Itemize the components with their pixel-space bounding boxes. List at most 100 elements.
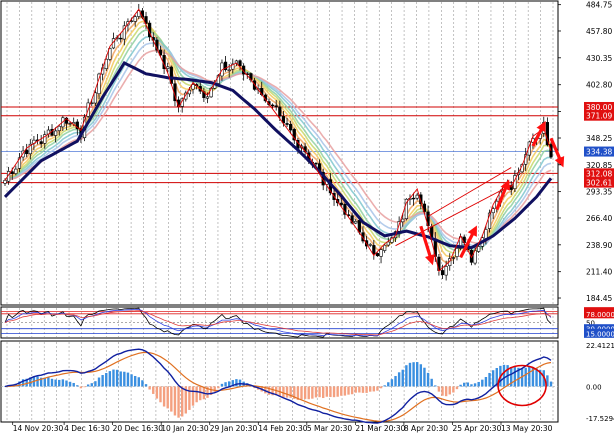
- macd-histogram-bar: [264, 386, 267, 394]
- macd-histogram-bar: [517, 367, 520, 387]
- macd-histogram-bar: [455, 386, 459, 390]
- candle-body: [10, 171, 14, 174]
- macd-histogram-bar: [538, 369, 542, 387]
- candle-body: [166, 66, 170, 69]
- macd-histogram-bar: [296, 386, 300, 400]
- macd-histogram-bar: [444, 386, 448, 397]
- candle-body: [455, 248, 459, 257]
- candle-body: [270, 104, 275, 107]
- candle-body: [57, 125, 61, 131]
- macd-histogram-bar: [452, 386, 455, 393]
- macd-histogram-bar: [65, 380, 68, 387]
- candle-body: [17, 157, 22, 169]
- macd-histogram-bar: [441, 386, 444, 396]
- macd-histogram-bar: [162, 386, 166, 407]
- macd-histogram-bar: [61, 379, 65, 387]
- macd-histogram-bar: [152, 386, 155, 394]
- candle-body: [144, 16, 148, 24]
- macd-tick-label: 22.4121: [586, 342, 614, 350]
- macd-histogram-bar: [112, 369, 115, 387]
- macd-histogram-bar: [137, 377, 140, 387]
- candle-body: [184, 92, 188, 100]
- macd-histogram-bar: [126, 372, 130, 387]
- candle-body: [339, 202, 343, 206]
- candle-body: [357, 220, 361, 233]
- candle-body: [411, 197, 416, 200]
- macd-histogram-bar: [25, 378, 28, 387]
- macd-histogram-bar: [473, 383, 477, 387]
- candle-body: [39, 141, 43, 144]
- macd-histogram-bar: [285, 386, 289, 398]
- macd-histogram-bar: [379, 386, 383, 389]
- macd-histogram-bar: [426, 372, 430, 387]
- time-label: 14 Nov 20:30: [13, 424, 64, 433]
- rsi-level-badge: [584, 309, 614, 319]
- candle-body: [289, 123, 293, 131]
- candle-body: [205, 96, 210, 99]
- macd-histogram-bar: [199, 386, 202, 401]
- price-tick-label: 320.85: [586, 161, 612, 170]
- macd-histogram-bar: [148, 386, 151, 390]
- macd-histogram-bar: [184, 386, 187, 414]
- macd-histogram-bar: [224, 382, 227, 387]
- macd-histogram-bar: [289, 386, 292, 398]
- channel-line: [427, 167, 512, 217]
- macd-histogram-bar: [217, 386, 220, 389]
- macd-histogram-bar: [105, 373, 108, 387]
- macd-histogram-bar: [405, 365, 408, 387]
- macd-histogram-bar: [416, 362, 419, 387]
- candle-body: [401, 218, 405, 223]
- macd-histogram-bar: [220, 383, 224, 387]
- macd-histogram-bar: [300, 386, 303, 400]
- macd-histogram-bar: [354, 386, 357, 393]
- macd-histogram-bar: [68, 381, 72, 387]
- level-badge: [584, 110, 614, 121]
- price-tick-label: 293.35: [586, 188, 612, 197]
- macd-histogram-bar: [481, 379, 484, 387]
- candle-body: [238, 60, 242, 67]
- macd-histogram-bar: [318, 386, 321, 398]
- macd-histogram-bar: [459, 384, 462, 387]
- candle-body: [361, 232, 365, 242]
- trend-arrow: [495, 179, 511, 211]
- rsi-tick-label: 78.0000: [586, 311, 614, 319]
- macd-histogram-bar: [546, 375, 549, 387]
- macd-histogram-bar: [79, 386, 83, 389]
- candle-body: [314, 162, 318, 165]
- channel-line: [395, 184, 512, 247]
- candle-body: [484, 229, 488, 239]
- rsi-line: [4, 308, 552, 337]
- macd-histogram-bar: [531, 366, 535, 387]
- level-badge-label: 371.09: [586, 112, 612, 121]
- macd-histogram-bar: [423, 367, 426, 387]
- macd-histogram-bar: [54, 379, 57, 387]
- candle-body: [451, 257, 455, 259]
- candle-body: [137, 10, 141, 17]
- candle-body: [119, 37, 123, 40]
- macd-histogram-bar: [18, 381, 21, 387]
- macd-histogram-bar: [123, 371, 126, 387]
- time-label: 5 Mar 20:30: [307, 424, 353, 433]
- macd-histogram-bar: [369, 386, 372, 392]
- candle-body: [187, 89, 192, 95]
- macd-histogram-bar: [513, 367, 517, 387]
- macd-histogram-bar: [343, 386, 347, 396]
- candle-body: [386, 241, 390, 246]
- macd-histogram-bar: [528, 366, 531, 387]
- candle-body: [368, 244, 372, 246]
- macd-histogram-bar: [50, 378, 54, 387]
- zigzag-line: [4, 8, 552, 272]
- macd-histogram-bar: [173, 386, 177, 416]
- macd-histogram-bar: [321, 386, 325, 399]
- candle-body: [28, 143, 32, 155]
- macd-histogram-bar: [282, 386, 285, 398]
- candle-body: [469, 250, 474, 263]
- macd-histogram-bar: [470, 384, 473, 387]
- macd-histogram-bar: [510, 367, 513, 387]
- macd-histogram-bar: [227, 381, 231, 387]
- macd-histogram-bar: [115, 369, 119, 387]
- macd-histogram-bar: [83, 386, 86, 388]
- macd-histogram-bar: [177, 386, 180, 418]
